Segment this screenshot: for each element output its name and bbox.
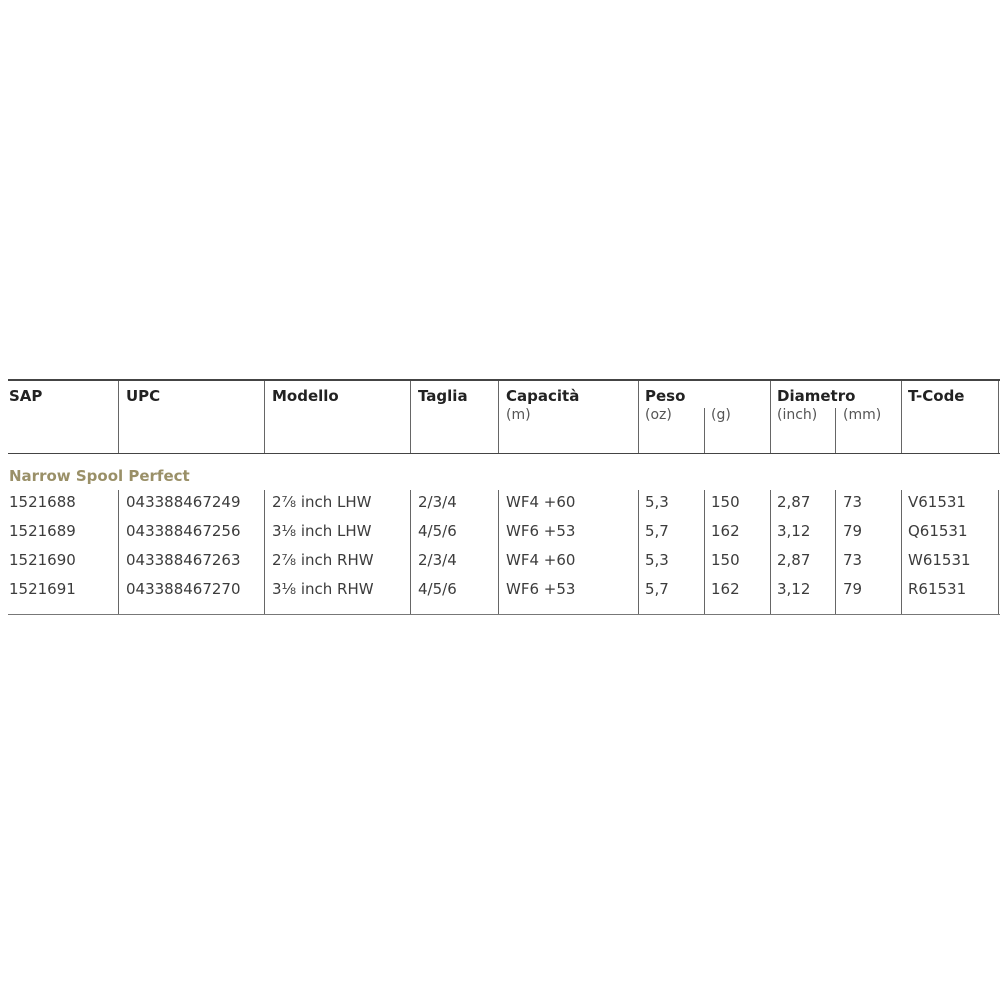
column-divider bbox=[901, 381, 902, 453]
table-cell: 043388467263 bbox=[126, 551, 241, 569]
table-cell: WF4 +60 bbox=[506, 551, 576, 569]
table-cell: 2,87 bbox=[777, 551, 811, 569]
table-cell: 043388467270 bbox=[126, 580, 241, 598]
table-cell: 162 bbox=[711, 522, 740, 540]
table-cell: 5,3 bbox=[645, 551, 669, 569]
subcolumn-divider bbox=[704, 490, 705, 614]
header-peso: Peso bbox=[645, 387, 686, 405]
subheader-mm: (mm) bbox=[843, 407, 882, 423]
table-cell: R61531 bbox=[908, 580, 967, 598]
table-cell: 3,12 bbox=[777, 580, 811, 598]
column-divider bbox=[264, 381, 265, 453]
table-cell: Q61531 bbox=[908, 522, 968, 540]
table-cell: 1521691 bbox=[9, 580, 76, 598]
table-bottom-rule bbox=[8, 614, 1000, 615]
table-cell: WF4 +60 bbox=[506, 493, 576, 511]
column-divider bbox=[998, 490, 999, 614]
table-cell: 2⅞ inch RHW bbox=[272, 551, 374, 569]
column-divider bbox=[901, 490, 902, 614]
table-cell: 2/3/4 bbox=[418, 551, 457, 569]
table-cell: 4/5/6 bbox=[418, 522, 457, 540]
table-cell: WF6 +53 bbox=[506, 580, 576, 598]
table-cell: 2,87 bbox=[777, 493, 811, 511]
table-cell: 3,12 bbox=[777, 522, 811, 540]
column-divider bbox=[498, 381, 499, 453]
table-cell: 150 bbox=[711, 493, 740, 511]
table-cell: 3⅛ inch RHW bbox=[272, 580, 374, 598]
group-title: Narrow Spool Perfect bbox=[9, 467, 190, 485]
subcolumn-divider bbox=[704, 408, 705, 453]
column-divider bbox=[770, 381, 771, 453]
subcolumn-divider bbox=[835, 490, 836, 614]
table-cell: 5,7 bbox=[645, 522, 669, 540]
header-sap: SAP bbox=[9, 387, 43, 405]
column-divider bbox=[770, 490, 771, 614]
table-cell: 5,3 bbox=[645, 493, 669, 511]
header-upc: UPC bbox=[126, 387, 161, 405]
table-cell: 043388467256 bbox=[126, 522, 241, 540]
table-cell: 150 bbox=[711, 551, 740, 569]
header-tcode: T-Code bbox=[908, 387, 965, 405]
table-cell: 3⅛ inch LHW bbox=[272, 522, 372, 540]
table-cell: 79 bbox=[843, 580, 863, 598]
table-cell: 2⅞ inch LHW bbox=[272, 493, 372, 511]
column-divider bbox=[118, 381, 119, 453]
subheader-m: (m) bbox=[506, 407, 531, 423]
subheader-g: (g) bbox=[711, 407, 731, 423]
header-taglia: Taglia bbox=[418, 387, 468, 405]
column-divider bbox=[264, 490, 265, 614]
subheader-inch: (inch) bbox=[777, 407, 818, 423]
table-top-rule bbox=[8, 379, 1000, 381]
table-cell: 1521688 bbox=[9, 493, 76, 511]
table-cell: 4/5/6 bbox=[418, 580, 457, 598]
table-cell: 79 bbox=[843, 522, 863, 540]
header-modello: Modello bbox=[272, 387, 339, 405]
table-cell: V61531 bbox=[908, 493, 966, 511]
table-cell: 162 bbox=[711, 580, 740, 598]
table-cell: 1521690 bbox=[9, 551, 76, 569]
column-divider bbox=[638, 381, 639, 453]
column-divider bbox=[498, 490, 499, 614]
table-cell: 043388467249 bbox=[126, 493, 241, 511]
table-cell: 1521689 bbox=[9, 522, 76, 540]
column-divider bbox=[410, 490, 411, 614]
header-bottom-rule bbox=[8, 453, 1000, 454]
column-divider bbox=[410, 381, 411, 453]
header-diametro: Diametro bbox=[777, 387, 856, 405]
table-cell: 73 bbox=[843, 493, 863, 511]
header-capacita: Capacità bbox=[506, 387, 580, 405]
table-cell: 73 bbox=[843, 551, 863, 569]
column-divider bbox=[638, 490, 639, 614]
table-cell: WF6 +53 bbox=[506, 522, 576, 540]
table-cell: 2/3/4 bbox=[418, 493, 457, 511]
subcolumn-divider bbox=[835, 408, 836, 453]
table-cell: W61531 bbox=[908, 551, 971, 569]
column-divider bbox=[118, 490, 119, 614]
table-cell: 5,7 bbox=[645, 580, 669, 598]
subheader-oz: (oz) bbox=[645, 407, 672, 423]
column-divider bbox=[998, 381, 999, 453]
